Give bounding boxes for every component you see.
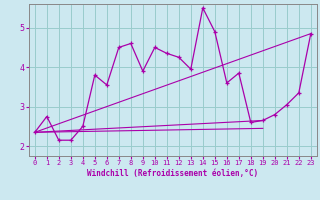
X-axis label: Windchill (Refroidissement éolien,°C): Windchill (Refroidissement éolien,°C) <box>87 169 258 178</box>
